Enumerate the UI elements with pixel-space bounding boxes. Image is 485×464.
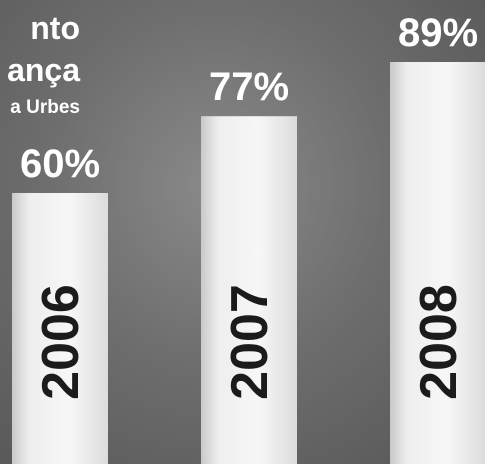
- title-line-2: ança: [7, 52, 80, 88]
- category-label-2007: 2007: [221, 284, 279, 400]
- category-label-2006: 2006: [32, 284, 90, 400]
- chart-title: nto ança a Urbes: [0, 0, 160, 130]
- value-label-2008: 89%: [398, 11, 478, 55]
- bar-2008: [390, 62, 485, 464]
- category-label-2008: 2008: [410, 284, 468, 400]
- value-label-2006: 60%: [20, 142, 100, 186]
- title-line-3: a Urbes: [10, 97, 80, 118]
- title-line-1: nto: [30, 10, 80, 46]
- bar-2007: [201, 116, 297, 464]
- value-label-2007: 77%: [209, 65, 289, 109]
- bar-2006: [12, 192, 108, 464]
